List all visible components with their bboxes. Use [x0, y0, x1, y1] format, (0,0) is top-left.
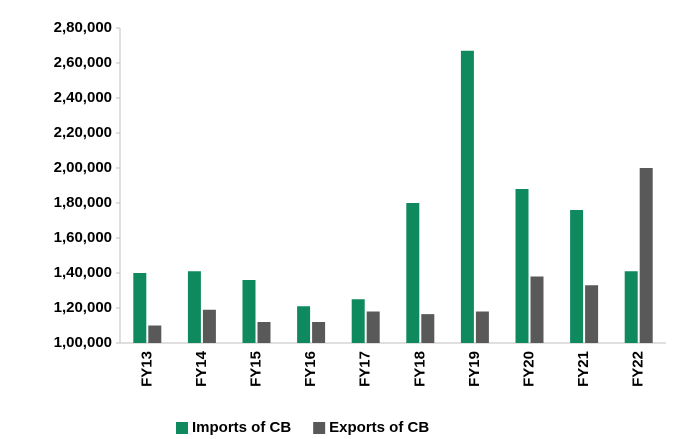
bar — [530, 276, 544, 343]
bar — [460, 50, 474, 343]
y-tick-label: 1,80,000 — [54, 194, 112, 211]
y-tick-label: 1,00,000 — [54, 334, 112, 351]
bar — [312, 322, 326, 343]
bar — [624, 271, 638, 343]
x-tick-label: FY19 — [466, 351, 483, 387]
bar — [202, 309, 216, 343]
legend-label: Exports of CB — [329, 419, 429, 436]
bar — [297, 306, 311, 343]
bar — [148, 325, 162, 343]
legend-label: Imports of CB — [192, 419, 291, 436]
x-tick-label: FY13 — [138, 351, 155, 387]
bar — [187, 271, 201, 343]
bar — [366, 311, 380, 343]
bar — [351, 299, 365, 343]
x-tick-label: FY15 — [247, 351, 264, 387]
y-tick-label: 2,80,000 — [54, 19, 112, 36]
bar — [570, 210, 584, 343]
bar — [475, 311, 489, 343]
bar — [421, 314, 435, 343]
bar — [515, 189, 529, 343]
y-tick-label: 1,40,000 — [54, 264, 112, 281]
legend-swatch — [176, 422, 188, 434]
y-tick-label: 2,40,000 — [54, 89, 112, 106]
bar — [242, 280, 256, 343]
x-tick-label: FY18 — [411, 351, 428, 387]
y-tick-label: 2,60,000 — [54, 54, 112, 71]
bar — [406, 203, 420, 343]
bar — [585, 285, 599, 343]
bar — [257, 322, 271, 343]
x-tick-label: FY17 — [357, 351, 374, 387]
y-tick-label: 1,60,000 — [54, 229, 112, 246]
x-tick-label: FY21 — [575, 351, 592, 387]
x-tick-label: FY16 — [302, 351, 319, 387]
x-tick-label: FY22 — [630, 351, 647, 387]
x-tick-label: FY20 — [520, 351, 537, 387]
x-tick-label: FY14 — [193, 350, 210, 387]
bar — [639, 168, 653, 343]
y-tick-label: 1,20,000 — [54, 299, 112, 316]
y-tick-label: 2,00,000 — [54, 159, 112, 176]
bar — [133, 273, 147, 343]
legend-swatch — [313, 422, 326, 434]
y-tick-label: 2,20,000 — [54, 124, 112, 141]
